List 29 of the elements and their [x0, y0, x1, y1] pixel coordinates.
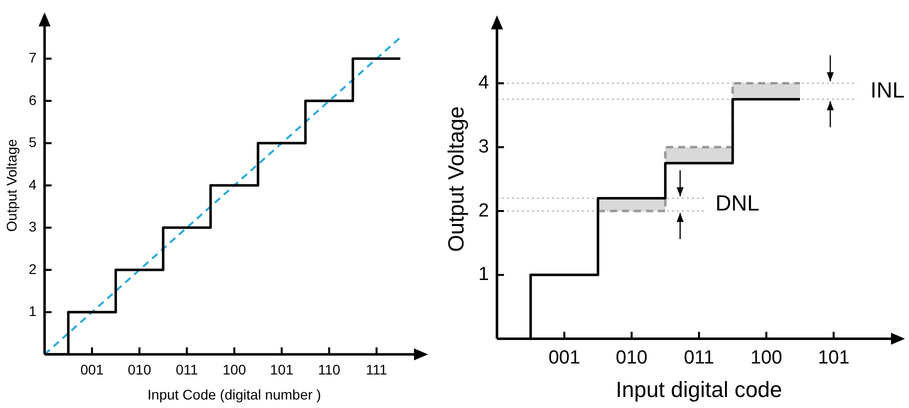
x-tick-label: 101: [270, 362, 294, 378]
x-tick-label: 110: [318, 362, 341, 378]
x-tick-label: 010: [616, 347, 648, 368]
y-axis-title: Output Voltage: [443, 106, 468, 252]
y-tick-label: 2: [478, 200, 489, 222]
y-tick-label: 4: [28, 176, 37, 192]
y-tick-label: 2: [28, 260, 37, 277]
y-axis-title: Output Voltage: [3, 138, 20, 232]
x-tick-label: 010: [128, 362, 152, 378]
x-tick-label: 111: [366, 362, 388, 378]
x-tick-label: 001: [80, 362, 104, 378]
y-tick-label: 3: [478, 136, 489, 158]
x-tick-label: 101: [818, 347, 850, 368]
x-axis-title: Input Code (digital number ): [148, 386, 322, 402]
annotation: DNL: [715, 190, 760, 216]
annotation: INL: [870, 77, 905, 102]
x-tick-label: 100: [222, 362, 246, 378]
x-tick-label: 001: [548, 347, 580, 368]
y-tick-label: 4: [478, 72, 490, 94]
y-tick-label: 7: [28, 50, 37, 66]
y-tick-label: 1: [478, 264, 489, 286]
y-tick-label: 3: [28, 218, 37, 235]
x-axis-title: Input digital code: [616, 376, 782, 402]
x-tick-label: 100: [750, 347, 782, 368]
x-tick-label: 011: [684, 347, 714, 368]
y-tick-label: 1: [28, 303, 37, 320]
x-tick-label: 011: [176, 362, 198, 378]
y-tick-label: 6: [28, 92, 37, 108]
y-tick-label: 5: [28, 134, 37, 150]
